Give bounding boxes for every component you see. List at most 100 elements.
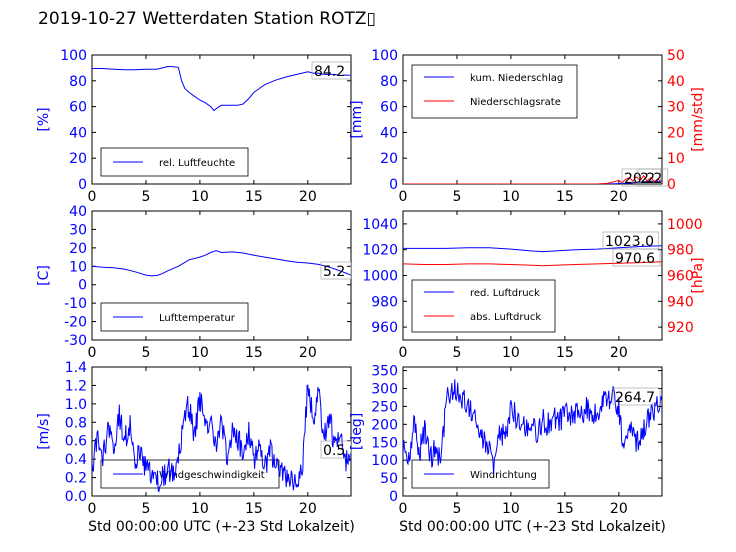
x-axis-label: Std 00:00:00 UTC (+-23 Std Lokalzeit): [399, 519, 666, 535]
plot-frame: [91, 54, 352, 185]
chart-title: 2019-10-27 Wetterdaten Station ROTZ▯: [38, 9, 376, 29]
value-annotation: 84.2: [314, 64, 345, 80]
x-tick-label: 5: [452, 345, 461, 361]
x-tick-label: 0: [399, 501, 408, 517]
annotation-box: [612, 248, 661, 267]
value-annotation: 264.7: [615, 390, 655, 406]
y-tick-label: 250: [371, 399, 398, 415]
value-annotation: 970.6: [615, 251, 655, 267]
y2-tick-label: 920: [667, 320, 694, 336]
legend-label: red. Luftdruck: [470, 288, 540, 299]
y-tick-label: 1.2: [65, 378, 87, 394]
y-tick-label: -10: [64, 296, 87, 312]
y-tick-label: 10: [69, 259, 87, 275]
y-tick-label: 200: [371, 417, 398, 433]
y-tick-label: 100: [371, 48, 398, 64]
legend-box: [411, 279, 556, 333]
y-tick-label: 60: [380, 100, 398, 116]
y-tick-label: 0: [78, 278, 87, 294]
y-tick-label: 60: [69, 100, 87, 116]
x-tick-label: 20: [610, 345, 628, 361]
y-tick-label: 100: [371, 453, 398, 469]
y-tick-label: 0.0: [65, 489, 87, 505]
y2-tick-label: 940: [667, 294, 694, 310]
series-line: [92, 384, 351, 493]
series-line: [92, 250, 351, 277]
value-annotation: 1023.0: [605, 234, 654, 250]
value-annotation: 20.2: [624, 171, 655, 187]
x-tick-label: 20: [299, 189, 317, 205]
y-tick-label: -30: [64, 333, 87, 349]
y-tick-label: 150: [371, 435, 398, 451]
value-annotation: 2.2: [640, 171, 662, 187]
y-axis-label: [deg]: [349, 413, 365, 450]
y-tick-label: 80: [69, 74, 87, 90]
annotation-box: [612, 387, 661, 406]
x-tick-label: 0: [399, 189, 408, 205]
y-tick-label: 1040: [362, 217, 398, 233]
y-axis-label: [%]: [36, 107, 52, 131]
y2-tick-label: 0: [667, 177, 676, 193]
x-tick-label: 5: [452, 501, 461, 517]
y-tick-label: -20: [64, 315, 87, 331]
y-tick-label: 0.6: [65, 434, 87, 450]
y-tick-label: 0: [389, 177, 398, 193]
y2-tick-label: 40: [667, 74, 685, 90]
x-tick-label: 0: [88, 345, 97, 361]
y-tick-label: 1000: [362, 269, 398, 285]
y2-tick-label: 20: [667, 125, 685, 141]
value-annotation: 5.2: [323, 264, 345, 280]
y-tick-label: 30: [69, 222, 87, 238]
x-tick-label: 10: [191, 501, 209, 517]
x-tick-label: 10: [502, 501, 520, 517]
x-tick-label: 20: [610, 189, 628, 205]
annotation-box: [320, 440, 352, 459]
x-tick-label: 10: [191, 345, 209, 361]
series-line: [403, 261, 662, 267]
x-tick-label: 0: [88, 501, 97, 517]
annotation-box: [311, 61, 351, 80]
y-axis-label: [m/s]: [36, 413, 52, 450]
y-tick-label: 80: [380, 74, 398, 90]
legend-label: Windgeschwindigkeit: [159, 470, 265, 481]
y-axis-label: [mm]: [349, 100, 365, 138]
x-tick-label: 0: [88, 189, 97, 205]
y2-axis-label: [mm/std]: [690, 87, 706, 152]
x-tick-label: 20: [610, 501, 628, 517]
legend-label: abs. Luftdruck: [470, 312, 541, 323]
x-axis-label: Std 00:00:00 UTC (+-23 Std Lokalzeit): [88, 519, 355, 535]
x-tick-label: 15: [245, 501, 263, 517]
y2-tick-label: 980: [667, 243, 694, 259]
legend-label: Lufttemperatur: [159, 313, 236, 324]
y2-tick-label: 10: [667, 151, 685, 167]
y2-axis-label: [hPa]: [690, 257, 706, 293]
y-axis-label: [C]: [36, 265, 52, 286]
series-line: [403, 174, 662, 184]
x-tick-label: 15: [556, 345, 574, 361]
legend-label: rel. Luftfeuchte: [159, 158, 235, 169]
x-tick-label: 15: [245, 189, 263, 205]
y-tick-label: 0: [389, 489, 398, 505]
y-tick-label: 350: [371, 364, 398, 380]
y2-tick-label: 1000: [667, 217, 703, 233]
y-tick-label: 50: [380, 471, 398, 487]
y2-tick-label: 50: [667, 48, 685, 64]
series-line: [92, 66, 351, 112]
y-tick-label: 300: [371, 382, 398, 398]
y-tick-label: 40: [380, 125, 398, 141]
series-line: [403, 180, 662, 184]
y-tick-label: 0: [78, 177, 87, 193]
y-tick-label: 40: [69, 204, 87, 220]
x-tick-label: 15: [556, 189, 574, 205]
value-annotation: 0.5: [323, 443, 345, 459]
series-line: [403, 379, 662, 475]
x-tick-label: 20: [299, 345, 317, 361]
y-tick-label: 0.8: [65, 415, 87, 431]
annotation-box: [637, 168, 669, 187]
x-tick-label: 15: [245, 345, 263, 361]
x-tick-label: 15: [556, 501, 574, 517]
plot-frame: [402, 366, 663, 497]
x-tick-label: 10: [191, 189, 209, 205]
legend-label: kum. Niederschlag: [470, 73, 563, 84]
x-tick-label: 5: [141, 501, 150, 517]
